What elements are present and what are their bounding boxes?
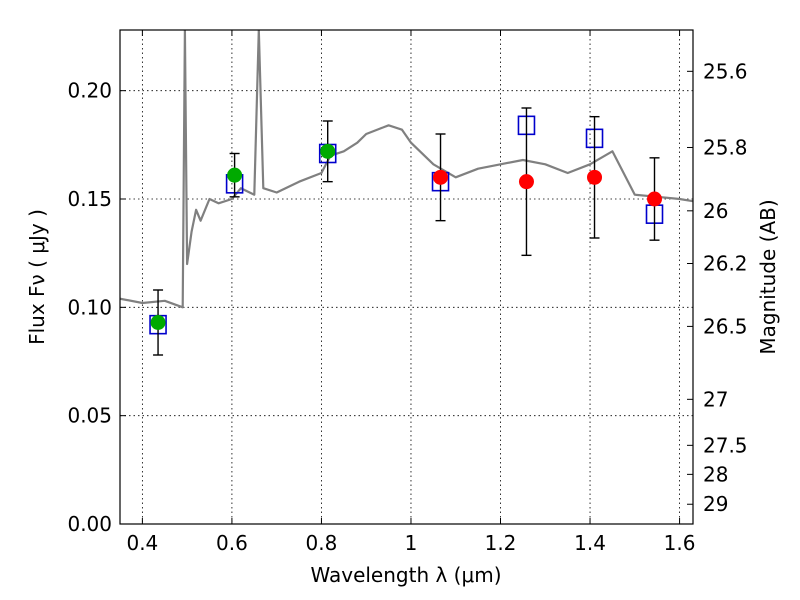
ticks: 0.4 0.6 0.8 1 1.2 1.4 1.6 0.00 0.05 0.10 0.15 0.20 2… xyxy=(67,30,748,555)
observed-point xyxy=(647,191,663,207)
series-layer xyxy=(120,30,693,356)
y2-tick-label: 26.5 xyxy=(703,314,748,338)
y2-tick-label: 27.5 xyxy=(703,433,748,457)
y-tick-label: 0.10 xyxy=(67,295,112,319)
y-tick-label: 0.20 xyxy=(67,79,112,103)
x-tick-label: 0.6 xyxy=(216,531,248,555)
observed-point xyxy=(433,169,449,185)
y2-tick-label: 25.8 xyxy=(703,135,748,159)
observed-point xyxy=(518,174,534,190)
x-tick-label: 0.8 xyxy=(306,531,338,555)
x-tick-label: 1 xyxy=(405,531,418,555)
y2-tick-label: 28 xyxy=(703,462,728,486)
y-axis-title: Flux Fν ( μJy ) xyxy=(25,209,49,345)
y-tick-label: 0.05 xyxy=(67,404,112,428)
x-tick-label: 1.4 xyxy=(574,531,606,555)
plot-frame xyxy=(119,29,694,525)
observed-point xyxy=(320,143,336,159)
observed-point xyxy=(150,315,166,330)
y2-axis-title: Magnitude (AB) xyxy=(756,199,780,354)
observed-point xyxy=(227,167,243,183)
x-tick-label: 1.2 xyxy=(485,531,517,555)
y2-tick-label: 25.6 xyxy=(703,59,748,83)
observed-point xyxy=(587,169,603,185)
y2-tick-label: 26.2 xyxy=(703,252,748,276)
grid xyxy=(120,30,693,525)
x-axis-title: Wavelength λ (μm) xyxy=(310,563,501,587)
y2-tick-label: 27 xyxy=(703,387,728,411)
y2-tick-label: 29 xyxy=(703,492,728,516)
x-tick-label: 0.4 xyxy=(126,531,158,555)
sed-model-line xyxy=(120,30,693,309)
y2-tick-label: 26 xyxy=(703,199,728,223)
y-tick-label: 0.15 xyxy=(67,187,112,211)
y-tick-label: 0.00 xyxy=(67,512,112,536)
x-tick-label: 1.6 xyxy=(664,531,696,555)
